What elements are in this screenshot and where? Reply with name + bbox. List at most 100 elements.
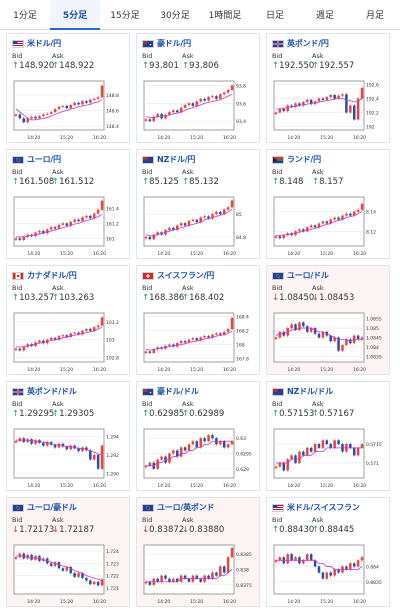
candle	[14, 441, 18, 443]
currency-pair-link[interactable]: 米ドル/円	[27, 39, 61, 48]
candlestick-chart[interactable]: 0.63 0.6295 0.629 14:20 15:20 16:20	[141, 426, 256, 490]
ask-price: ↑148.922	[52, 61, 94, 71]
candle	[274, 337, 278, 339]
currency-pair-link[interactable]: NZドル/円	[157, 155, 196, 164]
candlestick-chart[interactable]: 161.4 161.2 161 14:20 15:20 16:20	[11, 194, 126, 258]
candlestick-chart[interactable]: 1.724 1.723 1.722 1.721 14:20 15:20 16:20	[11, 542, 126, 606]
ask-value: 1.72187	[59, 525, 95, 535]
tab-3[interactable]: 30分足	[160, 11, 190, 21]
candle	[306, 227, 309, 232]
bid-price: ↑1.29295	[12, 409, 54, 419]
candle	[333, 217, 336, 220]
x-tick-label: 16:20	[93, 483, 106, 489]
tab-5[interactable]: 日足	[265, 11, 284, 21]
price-row: ↑103.257 ↑103.263	[12, 293, 124, 303]
candlestick-chart[interactable]: 168.4 168.2 168 167.8 14:20 15:20 16:20	[141, 310, 256, 374]
rate-card[interactable]: 英ポンド/円 Bid Ask ↑192.550 ↑192.557 192.6 192.4 19…	[266, 33, 390, 143]
x-tick-label: 16:20	[353, 599, 366, 605]
candle	[89, 99, 92, 103]
candlestick-chart[interactable]: 0.5715 0.571 14:20 15:20 16:20	[271, 426, 386, 490]
candle	[42, 114, 45, 116]
candlestick-chart[interactable]: 85 84.8 14:20 15:20 16:20	[141, 194, 256, 258]
rate-card[interactable]: ランド/円 Bid Ask ↑8.148 ↑8.157 8.14 8.12 14:20 15:2…	[266, 149, 390, 259]
candle	[38, 440, 41, 443]
candle	[53, 109, 57, 113]
price-row: ↑192.550 ↑192.557	[272, 61, 384, 71]
y-tick-label: 161	[106, 236, 115, 242]
rate-card[interactable]: NZドル/ドル Bid Ask ↑0.57153 ↑0.57167 0.5715 0.571…	[266, 381, 390, 491]
rate-card[interactable]: 豪ドル/ドル Bid Ask ↑0.62985 ↑0.62989 0.63 0.6295 0.…	[136, 381, 260, 491]
currency-pair-link[interactable]: ユーロ/英ポンド	[157, 503, 215, 512]
candle	[199, 217, 202, 223]
candle	[42, 230, 45, 234]
candlestick-chart[interactable]: 8.14 8.12 14:20 15:20 16:20	[271, 194, 386, 258]
candle	[199, 98, 202, 102]
price-row: ↑85.125 ↑85.132	[142, 177, 254, 187]
tab-0[interactable]: 1分足	[13, 11, 37, 21]
candlestick-chart[interactable]: 1.294 1.292 1.290 14:20 15:20 16:20	[11, 426, 126, 490]
candle	[286, 105, 289, 112]
currency-pair-link[interactable]: 豪ドル/ドル	[157, 387, 199, 396]
y-tick-label: 168.2	[236, 329, 249, 335]
candle	[187, 578, 191, 582]
candle	[360, 88, 364, 99]
currency-pair-link[interactable]: カナダドル/円	[27, 271, 77, 280]
currency-pair-link[interactable]: ユーロ/円	[27, 155, 61, 164]
bid-label: Bid	[272, 168, 283, 176]
currency-pair-link[interactable]: NZドル/ドル	[287, 387, 334, 396]
rate-card[interactable]: 豪ドル/円 Bid Ask ↑93.801 ↑93.806 93.8 93.6 93.4 14:…	[136, 33, 260, 143]
candlestick-chart[interactable]: 93.8 93.6 93.4 14:20 15:20 16:20	[141, 78, 256, 142]
candle	[203, 336, 206, 338]
candle	[230, 317, 234, 330]
candlestick-chart[interactable]: 103.2 103 102.8 14:20 15:20 16:20	[11, 310, 126, 374]
candle	[61, 223, 65, 225]
rate-card[interactable]: ユーロ/ドル Bid Ask ↓1.08450 ↓1.08453 1.0855 1.085 1…	[266, 265, 390, 375]
currency-pair-link[interactable]: 英ポンド/ドル	[27, 387, 77, 396]
tab-2[interactable]: 15分足	[110, 11, 140, 21]
y-tick-label: 1.292	[106, 453, 119, 459]
price-row: ↑161.508 ↑161.512	[12, 177, 124, 187]
x-tick-label: 16:20	[353, 367, 366, 373]
rate-card[interactable]: 米ドル/スイスフラン Bid Ask ↑0.88430 ↑0.88445 0.884 0.8…	[266, 497, 390, 607]
tab-4[interactable]: 1時間足	[208, 11, 242, 21]
rate-card[interactable]: ユーロ/英ポンド Bid Ask ↓0.83872 ↓0.83880 0.8385 0.83…	[136, 497, 260, 607]
bid-value: 148.920	[19, 61, 55, 71]
currency-pair-link[interactable]: ユーロ/豪ドル	[27, 503, 77, 512]
rate-card[interactable]: 米ドル/円 Bid Ask ↑148.920 ↑148.922 148.8 148.6 148…	[6, 33, 130, 143]
currency-pair-link[interactable]: ユーロ/ドル	[287, 271, 329, 280]
bid-label: Bid	[272, 52, 283, 60]
bid-value: 103.257	[19, 293, 55, 303]
candle	[306, 99, 309, 102]
currency-pair-link[interactable]: スイスフラン/円	[157, 271, 215, 280]
rate-card[interactable]: NZドル/円 Bid Ask ↑85.125 ↑85.132 85 84.8 14:20 15:…	[136, 149, 260, 259]
rate-card[interactable]: 英ポンド/ドル Bid Ask ↑1.29295 ↑1.29305 1.294 1.292 1…	[6, 381, 130, 491]
candlestick-chart[interactable]: 1.0855 1.085 1.0845 1.084 1.0835 14:20 15:20 16…	[271, 310, 386, 374]
candle	[92, 454, 96, 460]
candlestick-chart[interactable]: 0.884 0.8835 14:20 15:20 16:20	[271, 542, 386, 606]
currency-pair-link[interactable]: 米ドル/スイスフラン	[287, 503, 360, 512]
tab-7[interactable]: 月足	[365, 11, 384, 21]
rate-card[interactable]: ユーロ/円 Bid Ask ↑161.508 ↑161.512 161.4 161.2 161…	[6, 149, 130, 259]
candle	[278, 462, 282, 467]
candle	[302, 560, 305, 564]
ask-price: ↑161.512	[52, 177, 94, 187]
flag-gb-icon	[12, 387, 24, 396]
arrow-down-icon: ↓	[272, 293, 280, 303]
candle	[191, 219, 195, 221]
currency-pair-link[interactable]: ランド/円	[287, 155, 321, 164]
candlestick-chart[interactable]: 148.8 148.6 148.4 14:20 15:20 16:20	[11, 78, 126, 142]
candlestick-chart[interactable]: 192.6 192.4 192.2 192 14:20 15:20 16:20	[271, 78, 386, 142]
candlestick-chart[interactable]: 0.8385 0.838 0.8375 14:20 15:20 16:20	[141, 542, 256, 606]
arrow-up-icon: ↑	[12, 409, 20, 419]
arrow-up-icon: ↑	[272, 525, 280, 535]
y-tick-label: 161.2	[106, 221, 119, 227]
tab-1[interactable]: 5分足	[50, 0, 100, 30]
arrow-up-icon: ↑	[142, 177, 150, 187]
tab-6[interactable]: 週足	[315, 11, 334, 21]
candle	[183, 223, 187, 226]
rate-card[interactable]: カナダドル/円 Bid Ask ↑103.257 ↑103.263 103.2 103 102…	[6, 265, 130, 375]
currency-pair-link[interactable]: 英ポンド/円	[287, 39, 329, 48]
currency-pair-link[interactable]: 豪ドル/円	[157, 39, 191, 48]
rate-card[interactable]: ユーロ/豪ドル Bid Ask ↓1.72173 ↓1.72187 1.724 1.723 1…	[6, 497, 130, 607]
rate-card[interactable]: スイスフラン/円 Bid Ask ↑168.386 ↑168.402 168.4 168.2…	[136, 265, 260, 375]
